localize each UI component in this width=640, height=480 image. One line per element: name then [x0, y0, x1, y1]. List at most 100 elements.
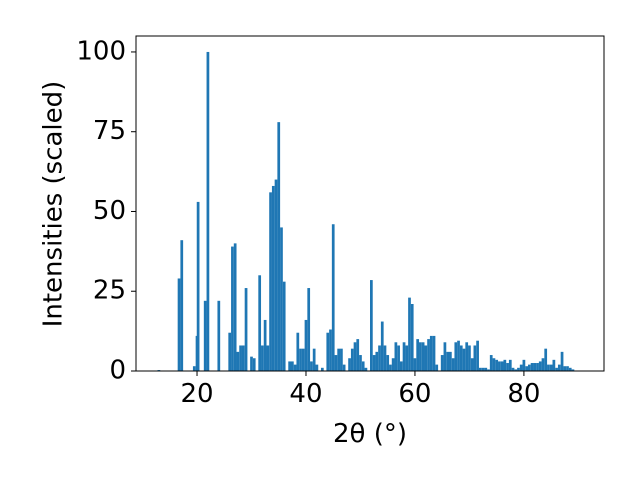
bar [511, 367, 515, 371]
bar [429, 335, 433, 371]
bar [370, 280, 373, 371]
bar [271, 185, 275, 371]
bar [555, 367, 558, 371]
bar [348, 358, 351, 371]
bar [557, 364, 561, 371]
bar [252, 358, 256, 371]
bar [473, 345, 477, 371]
bar [296, 332, 300, 371]
bar [495, 359, 499, 371]
bar [397, 345, 400, 371]
bar [489, 355, 493, 371]
bar [462, 348, 466, 371]
bar [326, 332, 330, 371]
bar [231, 246, 234, 371]
bar [405, 345, 409, 371]
bar [533, 363, 537, 371]
bar [544, 348, 548, 371]
bar [389, 364, 392, 371]
bar [380, 321, 384, 371]
bar [291, 361, 294, 371]
bar [206, 51, 210, 371]
bar [386, 355, 390, 371]
bar [378, 345, 381, 371]
bar [566, 366, 569, 371]
bar [530, 363, 534, 371]
bar [315, 364, 319, 371]
plot-frame [135, 35, 605, 372]
bar [440, 355, 444, 371]
x-tick-label: 40 [289, 379, 322, 409]
bar [424, 345, 428, 371]
y-tick-label: 0 [109, 356, 126, 386]
bar [192, 366, 196, 371]
bar [394, 342, 398, 371]
bar [547, 364, 550, 371]
bar [571, 369, 575, 371]
bar [478, 367, 482, 371]
bar [383, 345, 387, 371]
bar [266, 345, 270, 371]
bar [568, 367, 572, 371]
bar [506, 363, 509, 371]
y-tick-label: 75 [93, 116, 126, 146]
bar [421, 342, 425, 371]
bar [448, 351, 452, 371]
bar [342, 364, 346, 371]
bar [177, 278, 181, 371]
bar [233, 243, 237, 371]
bar [451, 358, 455, 371]
bar [470, 358, 474, 371]
bar [217, 300, 221, 371]
bar [410, 304, 414, 371]
bar [560, 351, 564, 371]
bar [299, 348, 302, 371]
bar [536, 363, 539, 371]
bar [519, 364, 523, 371]
bar [353, 342, 357, 371]
bar [549, 364, 553, 371]
bar [517, 367, 520, 371]
y-tick-label: 100 [76, 36, 126, 66]
bar [416, 339, 420, 371]
bar [487, 369, 490, 371]
bar [282, 281, 286, 371]
bar [304, 319, 308, 371]
bar [244, 288, 248, 371]
bar [465, 342, 469, 371]
x-tick-label: 60 [398, 379, 431, 409]
bar [228, 332, 232, 371]
bar [372, 355, 376, 371]
bar [525, 366, 528, 371]
bar [476, 340, 479, 371]
bar [468, 345, 471, 371]
bar [293, 364, 297, 371]
bar [261, 345, 264, 371]
bar [288, 361, 292, 371]
bar [277, 122, 281, 372]
bar [236, 351, 240, 371]
bar [492, 358, 496, 371]
bar [239, 345, 242, 371]
bar [484, 367, 488, 371]
bar [408, 297, 411, 371]
bar [334, 355, 338, 371]
bar [364, 367, 368, 371]
bar [361, 361, 365, 371]
bar [443, 342, 447, 371]
bar [340, 348, 343, 371]
bar [312, 348, 316, 371]
y-tick-label: 50 [93, 196, 126, 226]
bar [514, 369, 518, 371]
bar [432, 335, 436, 371]
bar [280, 227, 283, 371]
bar [258, 275, 262, 371]
y-axis-label: Intensities (scaled) [39, 81, 69, 328]
bar [413, 358, 417, 371]
bar [241, 345, 245, 371]
x-tick-label: 80 [507, 379, 540, 409]
bar [457, 340, 460, 371]
bar [522, 359, 526, 371]
x-axis-label: 2θ (°) [333, 419, 407, 449]
